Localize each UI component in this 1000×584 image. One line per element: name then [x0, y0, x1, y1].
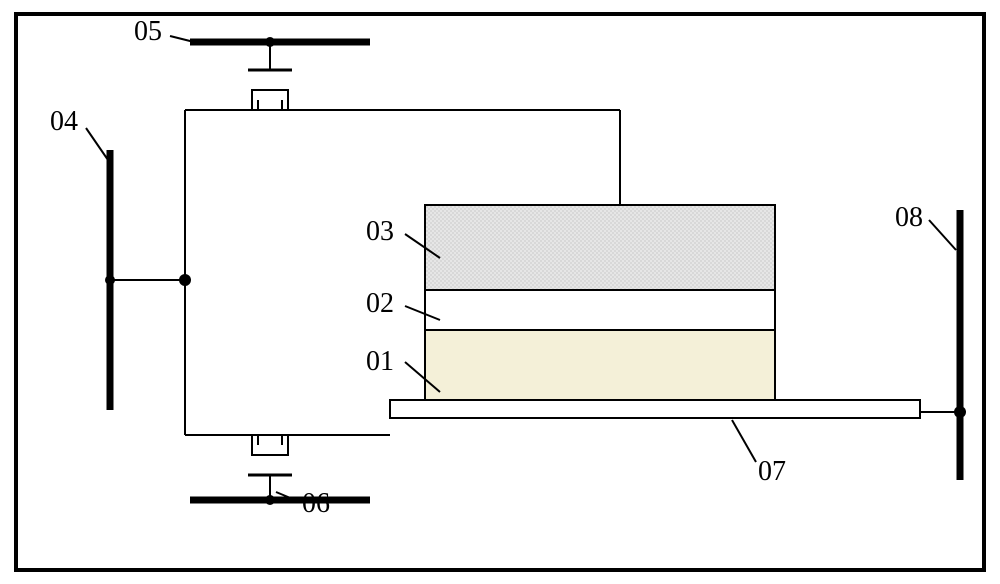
layer-03 [425, 205, 775, 290]
plate-07 [390, 400, 920, 418]
layer-02 [425, 290, 775, 330]
label-04: 04 [50, 106, 78, 137]
label-05: 05 [134, 16, 162, 47]
label-07: 07 [758, 456, 786, 487]
bus04-node [105, 275, 115, 285]
label-03: 03 [366, 216, 394, 247]
label-01: 01 [366, 346, 394, 377]
label-02: 02 [366, 288, 394, 319]
label-08: 08 [895, 202, 923, 233]
label-06: 06 [302, 488, 330, 519]
layer-01 [425, 330, 775, 400]
